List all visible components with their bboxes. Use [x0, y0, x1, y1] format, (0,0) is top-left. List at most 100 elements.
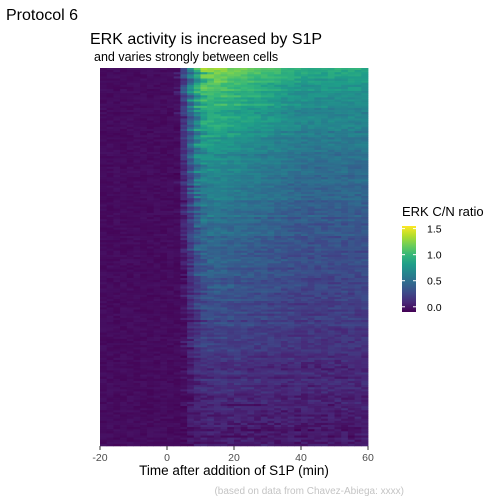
heatmap-cell — [274, 290, 282, 293]
heatmap-cell — [234, 194, 242, 197]
heatmap-cell — [227, 248, 235, 251]
heatmap-cell — [247, 187, 255, 191]
heatmap-cell — [180, 128, 188, 132]
heatmap-cell — [220, 175, 228, 178]
heatmap-cell — [153, 305, 161, 308]
heatmap-cell — [207, 269, 215, 272]
heatmap-cell — [140, 103, 148, 107]
heatmap-cell — [207, 259, 215, 262]
heatmap-cell — [120, 133, 128, 136]
heatmap-cell — [327, 257, 335, 260]
heatmap-cell — [193, 196, 201, 199]
heatmap-cell — [260, 267, 268, 270]
heatmap-cell — [187, 183, 195, 186]
heatmap-cell — [200, 242, 208, 245]
heatmap-cell — [347, 84, 355, 88]
heatmap-cell — [126, 219, 134, 222]
heatmap-cell — [146, 158, 154, 161]
heatmap-cell — [133, 183, 141, 186]
heatmap-cell — [213, 229, 221, 233]
heatmap-cell — [361, 164, 369, 167]
heatmap-cell — [314, 210, 322, 214]
heatmap-cell — [267, 286, 275, 289]
heatmap-row — [100, 252, 369, 256]
heatmap-cell — [361, 76, 369, 79]
heatmap-cell — [294, 91, 302, 94]
heatmap-cell — [341, 137, 349, 140]
heatmap-cell — [160, 152, 168, 155]
heatmap-cell — [280, 147, 288, 151]
heatmap-cell — [153, 275, 161, 279]
heatmap-row — [100, 275, 369, 279]
heatmap-cell — [100, 219, 108, 222]
heatmap-cell — [354, 284, 362, 287]
heatmap-cell — [247, 311, 255, 314]
heatmap-cell — [153, 322, 161, 325]
heatmap-cell — [301, 288, 309, 291]
heatmap-cell — [334, 160, 342, 163]
heatmap-cell — [173, 112, 181, 115]
heatmap-cell — [307, 91, 315, 94]
heatmap-cell — [240, 194, 248, 197]
heatmap-cell — [213, 198, 221, 201]
heatmap-cell — [274, 166, 282, 170]
heatmap-cell — [341, 82, 349, 86]
heatmap-cell — [173, 183, 181, 186]
heatmap-cell — [146, 112, 154, 115]
heatmap-cell — [234, 204, 242, 207]
heatmap-cell — [354, 299, 362, 302]
heatmap-cell — [146, 303, 154, 306]
heatmap-cell — [254, 141, 262, 144]
heatmap-cell — [120, 103, 128, 107]
heatmap-cell — [153, 131, 161, 134]
heatmap-cell — [240, 74, 248, 77]
heatmap-cell — [314, 162, 322, 165]
heatmap-cell — [160, 131, 168, 134]
heatmap-row — [100, 202, 369, 205]
heatmap-cell — [187, 233, 195, 237]
heatmap-cell — [347, 114, 355, 117]
heatmap-cell — [173, 135, 181, 138]
heatmap-cell — [113, 309, 121, 312]
heatmap-cell — [280, 122, 288, 125]
heatmap-cell — [133, 244, 141, 247]
heatmap-cell — [180, 238, 188, 241]
heatmap-cell — [220, 177, 228, 180]
heatmap-cell — [153, 221, 161, 224]
heatmap-cell — [334, 290, 342, 293]
heatmap-cell — [280, 164, 288, 167]
heatmap-cell — [341, 143, 349, 146]
heatmap-cell — [200, 236, 208, 239]
heatmap-cell — [347, 179, 355, 182]
heatmap-cell — [100, 296, 108, 300]
heatmap-cell — [240, 183, 248, 186]
heatmap-cell — [160, 254, 168, 258]
heatmap-cell — [247, 141, 255, 144]
heatmap-cell — [180, 292, 188, 296]
heatmap-cell — [347, 158, 355, 161]
heatmap-cell — [354, 189, 362, 193]
heatmap-row — [100, 185, 369, 188]
heatmap-cell — [213, 120, 221, 123]
heatmap-cell — [140, 301, 148, 304]
heatmap-cell — [193, 93, 201, 96]
heatmap-cell — [180, 284, 188, 287]
heatmap-cell — [120, 143, 128, 146]
heatmap-cell — [146, 250, 154, 254]
heatmap-cell — [126, 154, 134, 157]
heatmap-cell — [193, 252, 201, 256]
heatmap-cell — [220, 261, 228, 264]
heatmap-cell — [207, 78, 215, 81]
heatmap-cell — [213, 259, 221, 262]
heatmap-cell — [126, 286, 134, 289]
heatmap-cell — [267, 166, 275, 170]
heatmap-cell — [260, 202, 268, 205]
heatmap-cell — [280, 250, 288, 254]
heatmap-cell — [200, 301, 208, 304]
heatmap-cell — [307, 217, 315, 220]
heatmap-cell — [341, 309, 349, 312]
heatmap-cell — [133, 252, 141, 256]
heatmap-cell — [267, 128, 275, 132]
heatmap-cell — [361, 219, 369, 222]
heatmap-cell — [207, 110, 215, 113]
